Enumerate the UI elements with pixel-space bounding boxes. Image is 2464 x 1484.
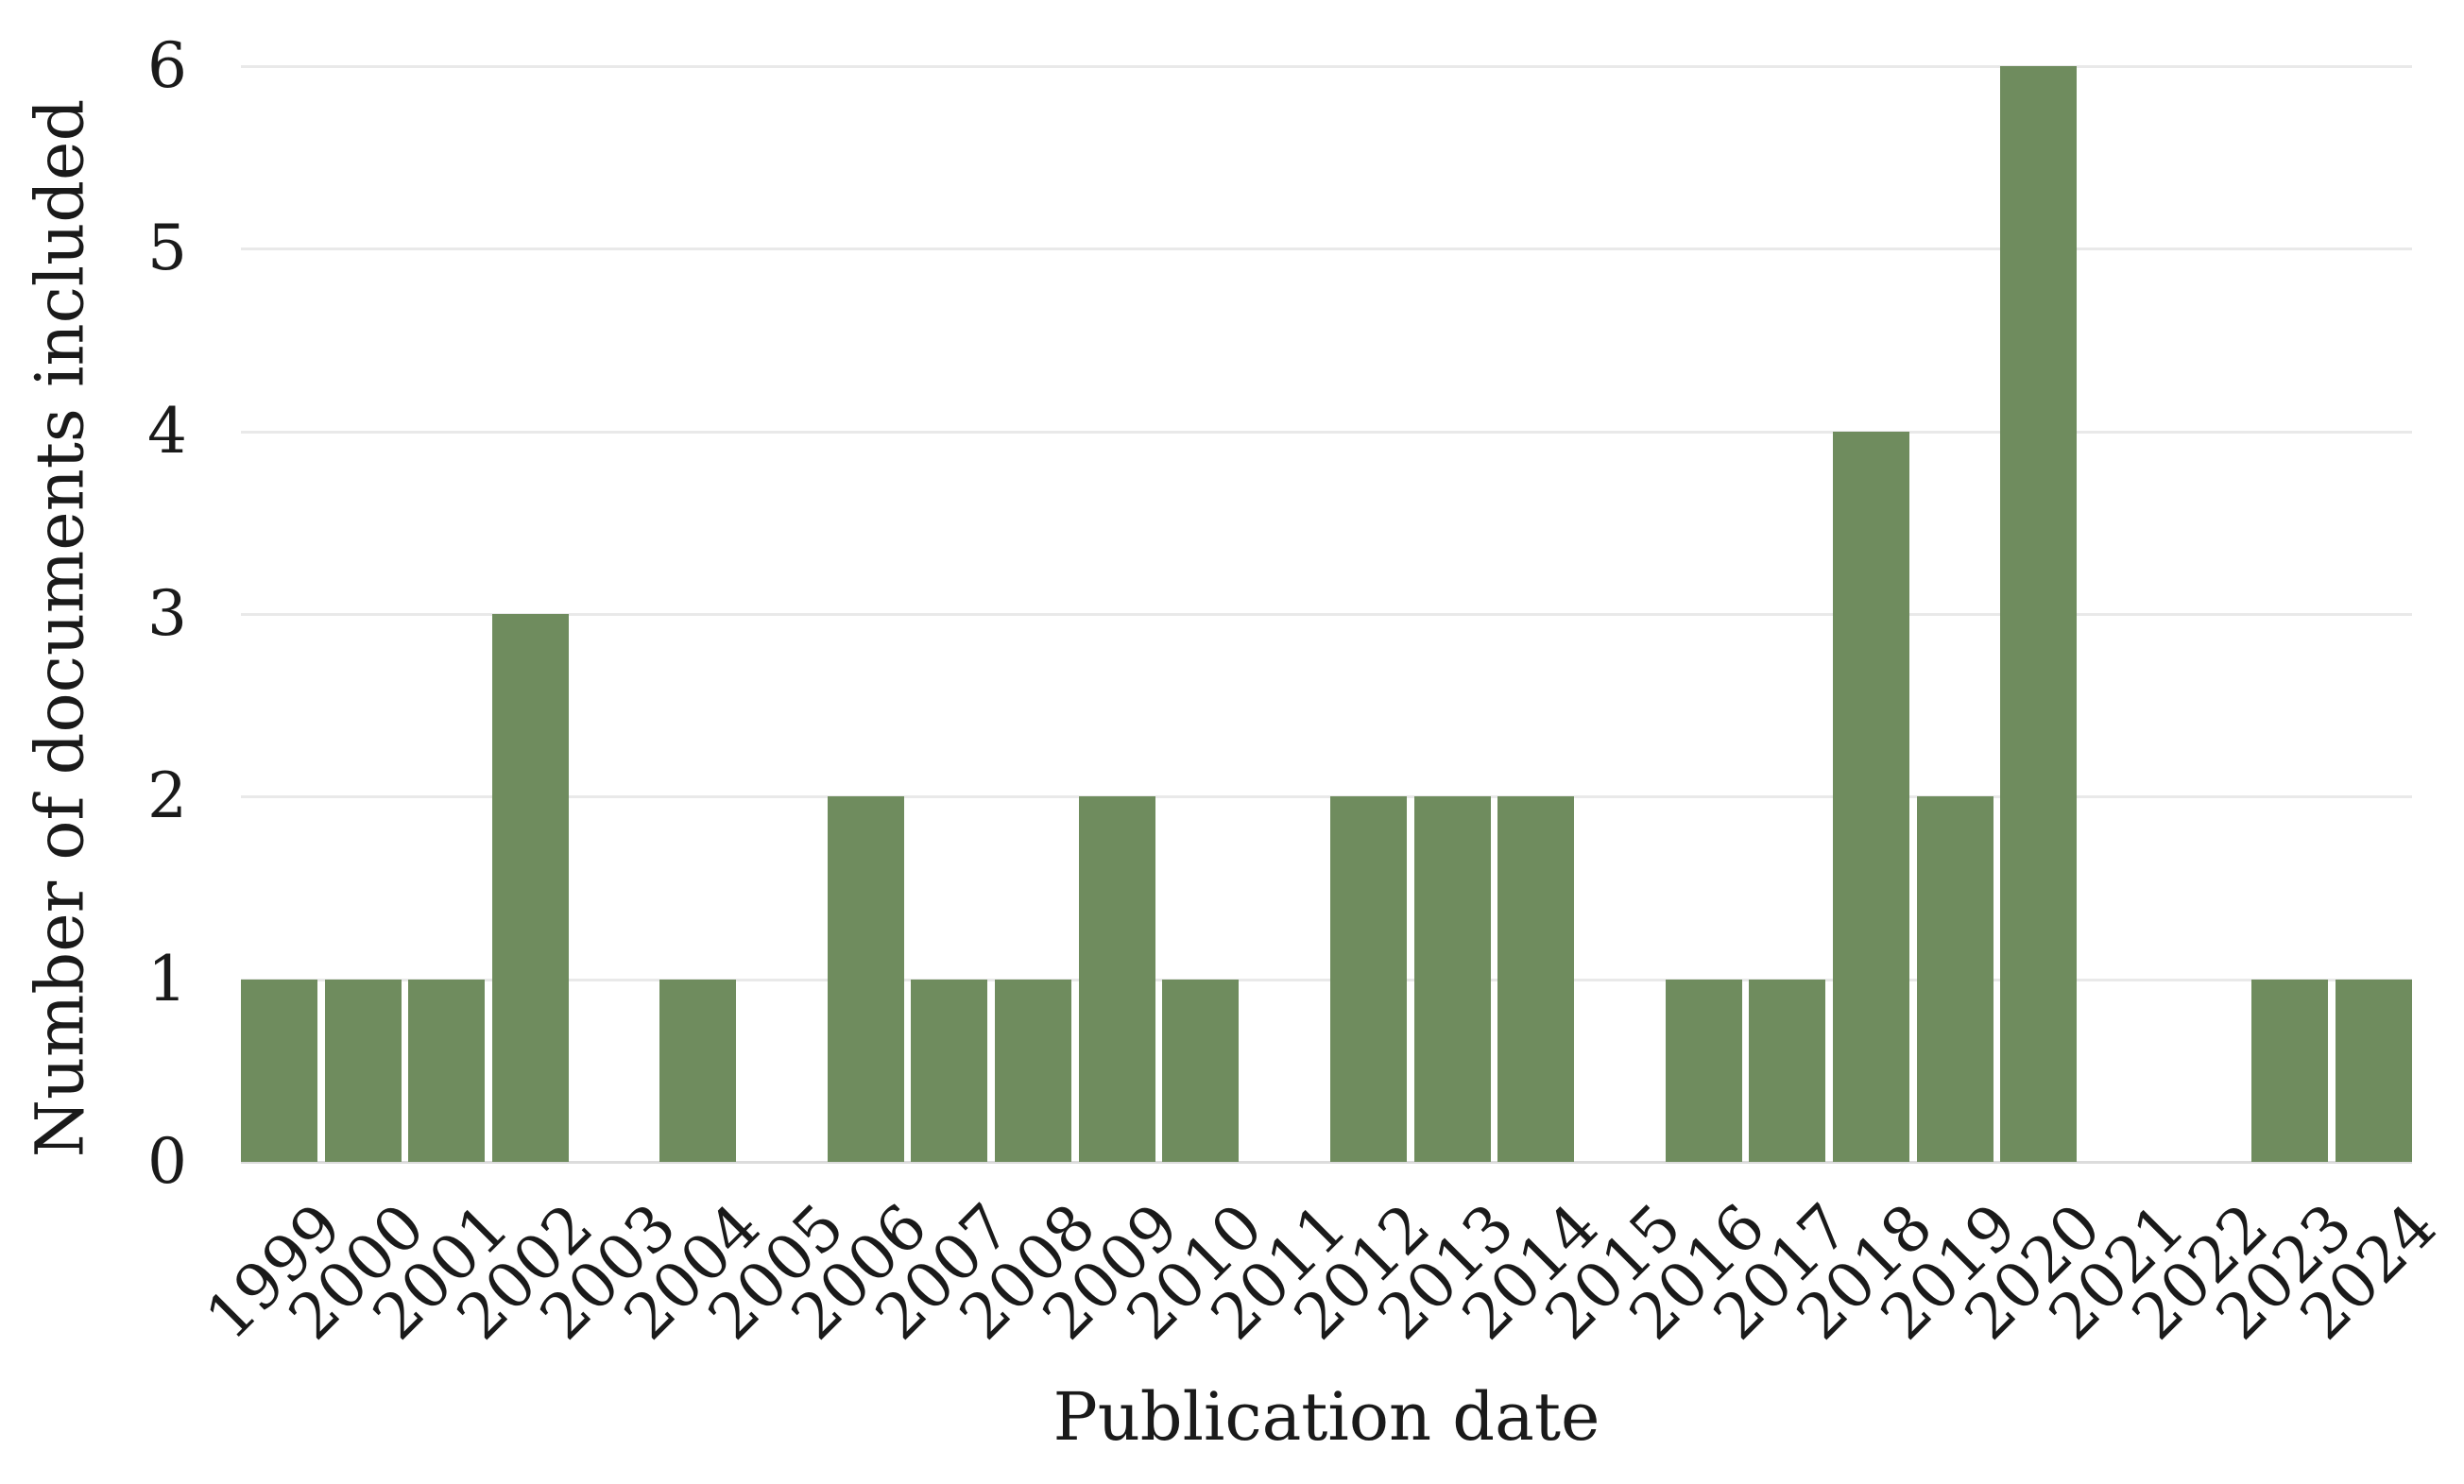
y-tick-label-0: 0 [147,1125,187,1198]
bar-2012 [1329,796,1407,1162]
bar-2002 [492,614,570,1162]
bar-2019 [1916,796,1993,1162]
bar-1999 [241,979,317,1162]
gridline-y-5 [241,247,2412,251]
bar-2007 [911,979,988,1162]
gridline-y-6 [241,65,2412,69]
bar-2016 [1665,979,1742,1162]
bar-2020 [2000,66,2078,1162]
gridline-y-3 [241,613,2412,616]
gridline-y-2 [241,795,2412,799]
bar-2018 [1832,431,1909,1162]
gridline-y-4 [241,430,2412,434]
bar-2000 [324,979,402,1162]
y-tick-label-5: 5 [147,212,187,285]
bar-2023 [2251,979,2329,1162]
bar-2013 [1413,796,1491,1162]
bar-2004 [659,979,737,1162]
bar-2017 [1749,979,1826,1162]
y-tick-label-4: 4 [147,394,187,468]
bar-2001 [408,979,486,1162]
plot-area [241,65,2412,1164]
y-tick-label-6: 6 [147,29,187,103]
bar-2009 [1078,796,1155,1162]
bar-2024 [2336,979,2412,1162]
bar-2010 [1162,979,1240,1162]
bar-2008 [995,979,1072,1162]
gridline-y-0 [241,1161,2412,1164]
x-axis-title: Publication date [1052,1378,1600,1456]
bar-2014 [1497,796,1575,1162]
y-tick-label-2: 2 [147,759,187,833]
y-tick-label-1: 1 [147,942,187,1015]
gridline-y-1 [241,978,2412,981]
y-tick-label-3: 3 [147,577,187,650]
bar-2006 [827,796,904,1162]
